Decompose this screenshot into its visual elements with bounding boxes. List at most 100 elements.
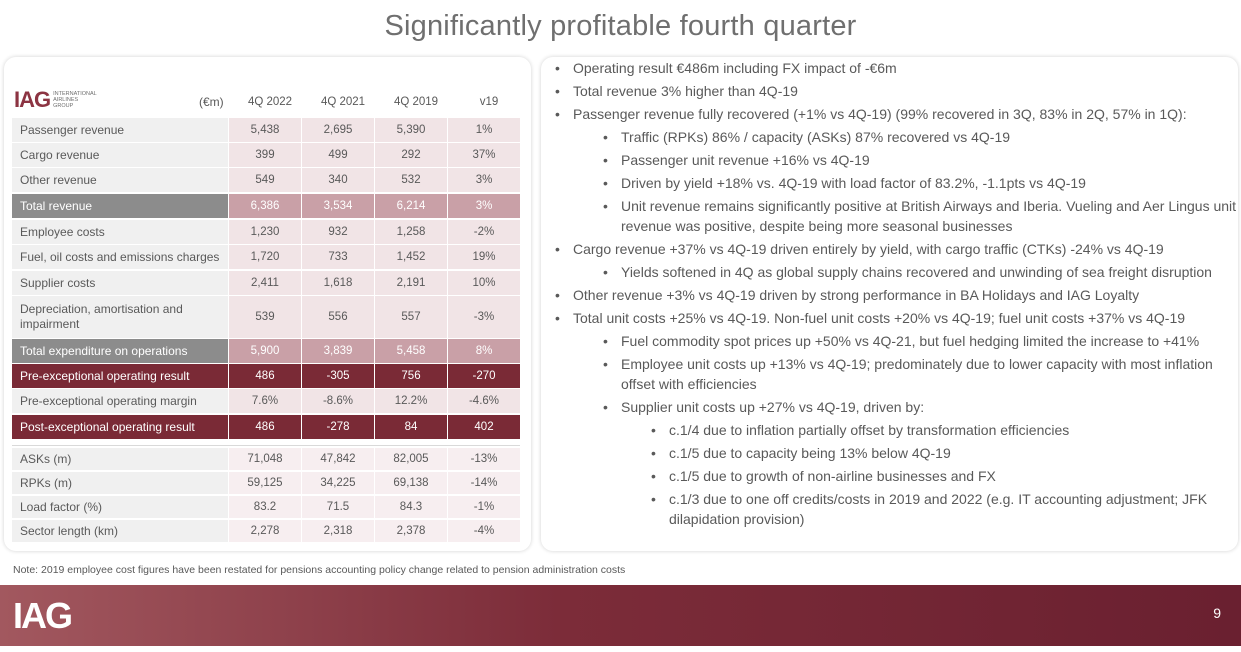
bullet-item: c.1/5 due to growth of non-airline busin… [651, 466, 1238, 486]
row-label: ASKs (m) [12, 448, 228, 470]
bullet-item: Cargo revenue +37% vs 4Q-19 driven entir… [555, 239, 1238, 259]
row-value: 2,318 [302, 520, 374, 542]
bullet-item: Unit revenue remains significantly posit… [603, 196, 1238, 236]
table-row: Pre-exceptional operating margin 7.6% -8.6… [12, 389, 520, 413]
unit-label: (€m) [199, 95, 224, 109]
bullet-item: c.1/4 due to inflation partially offset … [651, 420, 1238, 440]
row-value: 2,695 [302, 118, 374, 142]
row-value: 2,378 [375, 520, 447, 542]
row-value: 932 [302, 220, 374, 244]
row-value: 3,839 [302, 339, 374, 363]
row-value: 69,138 [375, 472, 447, 494]
row-value: 71.5 [302, 496, 374, 518]
table-row: Cargo revenue 399 499 292 37% [12, 143, 520, 167]
row-value: 2,411 [229, 271, 301, 295]
row-value: 756 [375, 364, 447, 388]
row-value: 549 [229, 168, 301, 192]
row-value: 557 [375, 296, 447, 338]
iag-logo-mark: IAG [14, 87, 51, 112]
row-value: 12.2% [375, 389, 447, 413]
row-value: 486 [229, 415, 301, 439]
bullet-item: c.1/3 due to one off credits/costs in 20… [651, 489, 1238, 529]
row-label: Employee costs [12, 220, 228, 244]
row-value: -270 [448, 364, 520, 388]
row-value: 2,191 [375, 271, 447, 295]
page-number: 9 [1213, 605, 1221, 621]
table-row: Post-exceptional operating result 486 -278… [12, 415, 520, 439]
row-value: 10% [448, 271, 520, 295]
row-value: 1,618 [302, 271, 374, 295]
row-value: 5,458 [375, 339, 447, 363]
bullet-item: Total unit costs +25% vs 4Q-19. Non-fuel… [555, 308, 1238, 328]
row-label: Total revenue [12, 194, 228, 218]
row-value: 47,842 [302, 448, 374, 470]
row-value: 1,452 [375, 245, 447, 269]
row-value: 19% [448, 245, 520, 269]
row-value: -305 [302, 364, 374, 388]
row-value: 2,278 [229, 520, 301, 542]
row-value: 733 [302, 245, 374, 269]
row-value: 1,720 [229, 245, 301, 269]
table-row: RPKs (m) 59,125 34,225 69,138 -14% [12, 472, 520, 494]
logo-sub-line-2: AIRLINES [53, 97, 79, 103]
row-value: 82,005 [375, 448, 447, 470]
row-label: Other revenue [12, 168, 228, 192]
row-value: -8.6% [302, 389, 374, 413]
row-value: 532 [375, 168, 447, 192]
table-row: Pre-exceptional operating result 486 -305 7… [12, 364, 520, 388]
row-label: Pre-exceptional operating margin [12, 389, 228, 413]
row-value: 556 [302, 296, 374, 338]
row-value: -3% [448, 296, 520, 338]
column-header-v19: v19 [479, 96, 499, 108]
row-value: 34,225 [302, 472, 374, 494]
row-value: 1% [448, 118, 520, 142]
row-value: -14% [448, 472, 520, 494]
iag-logo-subtext: INTERNATIONAL AIRLINES GROUP [53, 91, 97, 109]
commentary-bullets: Operating result €486m including FX impa… [553, 58, 1238, 532]
row-value: 37% [448, 143, 520, 167]
row-label: Pre-exceptional operating result [12, 364, 228, 388]
logo-sub-line-1: INTERNATIONAL [53, 91, 97, 97]
row-value: -2% [448, 220, 520, 244]
row-value: 3% [448, 168, 520, 192]
bullet-item: Traffic (RPKs) 86% / capacity (ASKs) 87%… [603, 127, 1238, 147]
row-value: 539 [229, 296, 301, 338]
table-row: Other revenue 549 340 532 3% [12, 168, 520, 192]
row-value: 402 [448, 415, 520, 439]
row-value: 1,258 [375, 220, 447, 244]
table-row: Load factor (%) 83.2 71.5 84.3 -1% [12, 496, 520, 518]
footer-logo: IAG [13, 595, 73, 636]
table-row: Sector length (km) 2,278 2,318 2,378 -4% [12, 520, 520, 542]
row-label: Post-exceptional operating result [12, 415, 228, 439]
table-row: Passenger revenue 5,438 2,695 5,390 1% [12, 118, 520, 142]
row-label: Supplier costs [12, 271, 228, 295]
logo-sub-line-3: GROUP [53, 103, 74, 109]
bullet-item: Operating result €486m including FX impa… [555, 58, 1238, 78]
row-value: 7.6% [229, 389, 301, 413]
row-value: 84 [375, 415, 447, 439]
table-row: Supplier costs 2,411 1,618 2,191 10% [12, 271, 520, 295]
table-row: Employee costs 1,230 932 1,258 -2% [12, 220, 520, 244]
bullet-item: Employee unit costs up +13% vs 4Q-19; pr… [603, 354, 1238, 394]
table-separator [12, 445, 520, 446]
row-value: 6,214 [375, 194, 447, 218]
row-label: Load factor (%) [12, 496, 228, 518]
row-value: 499 [302, 143, 374, 167]
row-value: 486 [229, 364, 301, 388]
table-row: Total revenue 6,386 3,534 6,214 3% [12, 194, 520, 218]
bullet-item: Supplier unit costs up +27% vs 4Q-19, dr… [603, 397, 1238, 417]
row-value: 3% [448, 194, 520, 218]
row-value: 340 [302, 168, 374, 192]
column-header-4q2021: 4Q 2021 [320, 96, 366, 108]
footer-bar: IAG 9 [0, 585, 1241, 646]
row-value: 292 [375, 143, 447, 167]
row-label: Cargo revenue [12, 143, 228, 167]
row-value: 3,534 [302, 194, 374, 218]
bullet-item: c.1/5 due to capacity being 13% below 4Q… [651, 443, 1238, 463]
row-value: 5,390 [375, 118, 447, 142]
bullet-item: Fuel commodity spot prices up +50% vs 4Q… [603, 331, 1238, 351]
row-label: Fuel, oil costs and emissions charges [12, 245, 228, 269]
table-row: Depreciation, amortisation and impairmen… [12, 296, 520, 338]
column-header-4q2019: 4Q 2019 [393, 96, 439, 108]
row-value: 1,230 [229, 220, 301, 244]
